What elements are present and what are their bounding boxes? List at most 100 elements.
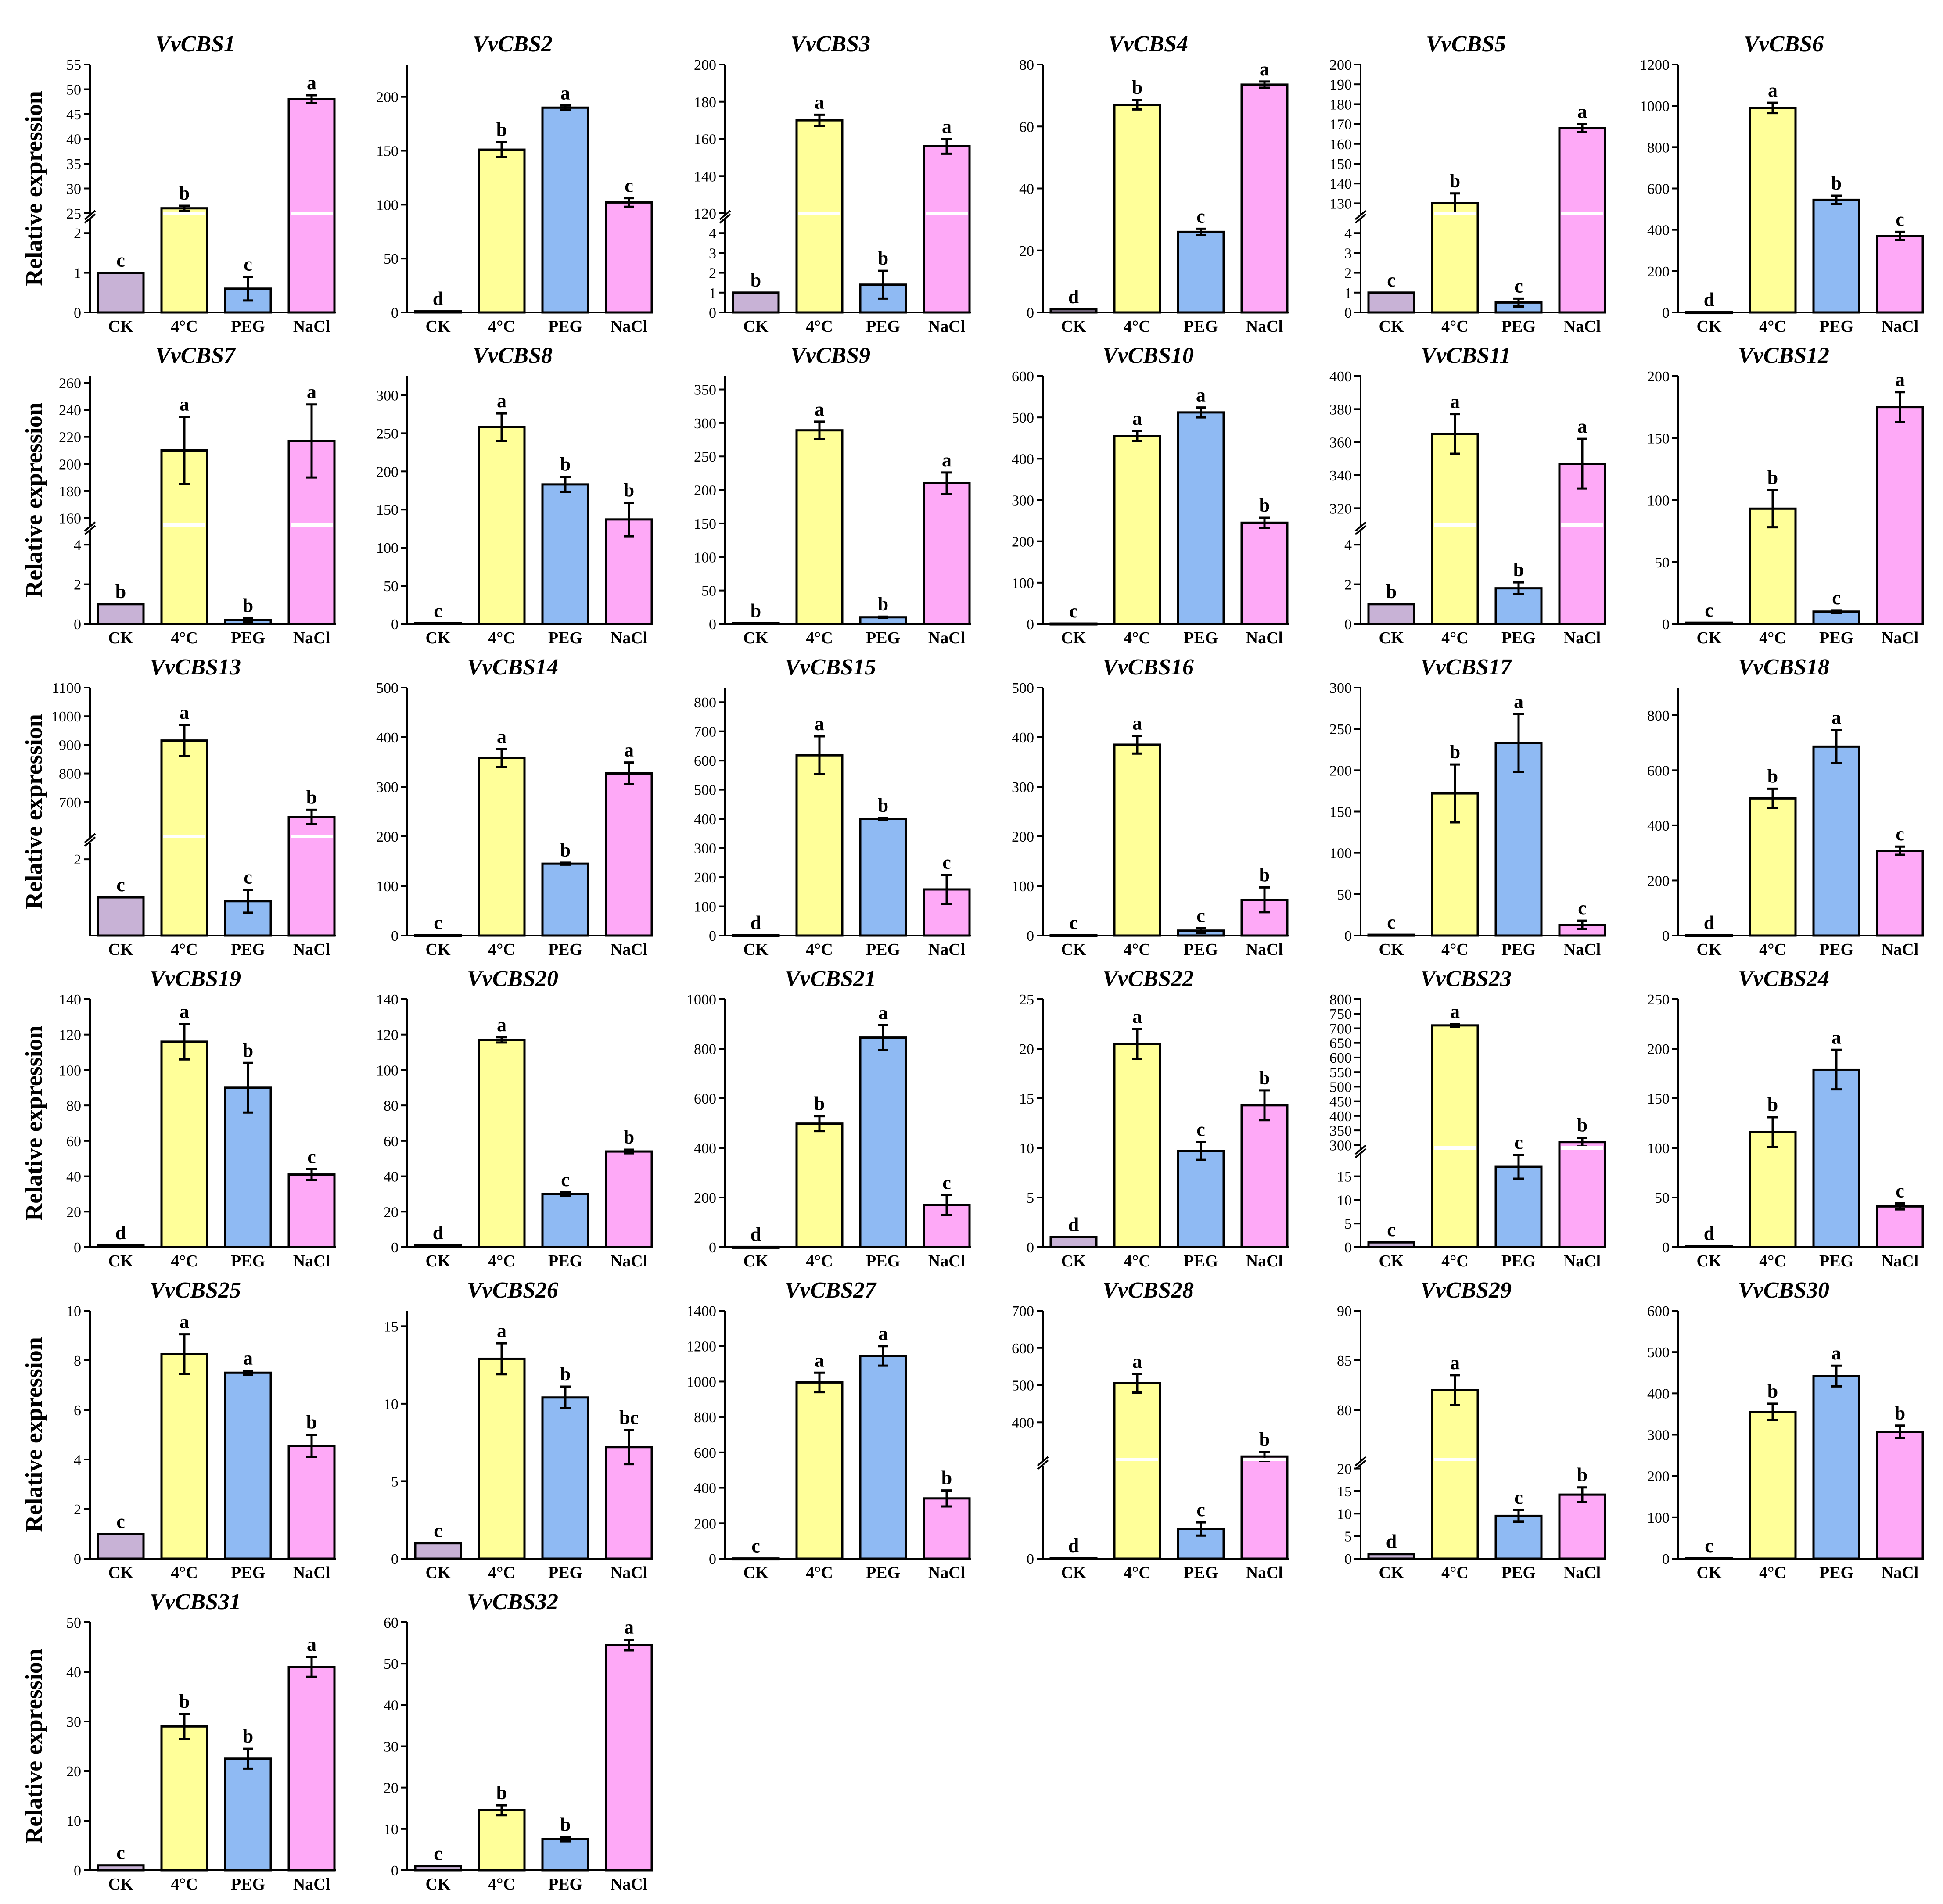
y-tick-label: 0: [1344, 305, 1352, 321]
chart-title: VvCBS1: [155, 32, 235, 57]
panel-vvcbs25: VvCBS25 Relative expression c CK a 4°C a PEG b Na…: [21, 1278, 336, 1582]
y-tick-label: 250: [694, 449, 716, 465]
significance-letter-peg: a: [878, 1002, 888, 1023]
y-tick-label: 160: [1329, 136, 1352, 153]
bar-4c: [1431, 1024, 1479, 1248]
significance-letter-peg: b: [560, 1363, 571, 1385]
y-tick-label: 700: [1329, 1021, 1352, 1037]
bar-nacl: [605, 1644, 653, 1872]
chart-title: VvCBS24: [1738, 966, 1829, 991]
bar-nacl: [923, 145, 971, 314]
significance-letter-peg: a: [1514, 691, 1523, 712]
significance-letter-4c: a: [180, 702, 189, 723]
y-tick-label: 800: [694, 1041, 716, 1058]
y-tick-label: 0: [1662, 1240, 1670, 1256]
bar-nacl: [287, 98, 336, 314]
axis-break-mark: [1354, 1144, 1367, 1158]
y-tick-label: 0: [391, 617, 399, 633]
significance-letter-ck: c: [434, 600, 442, 621]
significance-letter-ck: c: [1387, 1219, 1396, 1241]
y-tick-label: 250: [376, 426, 399, 442]
y-tick-label: 320: [1329, 501, 1352, 517]
chart-title: VvCBS28: [1103, 1278, 1194, 1303]
y-tick-label: 500: [694, 782, 716, 799]
category-label-4c: 4°C: [488, 317, 515, 336]
category-label-nacl: NaCl: [1564, 940, 1601, 959]
y-tick-label: 600: [1647, 181, 1670, 197]
category-label-ck: CK: [1061, 1563, 1086, 1582]
significance-letter-peg: c: [561, 1169, 570, 1190]
category-label-nacl: NaCl: [1882, 1252, 1918, 1270]
category-label-nacl: NaCl: [293, 629, 330, 647]
axis-break-mark: [1354, 210, 1367, 224]
category-label-nacl: NaCl: [1246, 1252, 1283, 1270]
y-tick-label: 80: [1337, 1402, 1352, 1419]
bar-nacl: [1876, 1431, 1924, 1560]
y-tick-label: 180: [59, 484, 81, 500]
panel-vvcbs21: VvCBS21 d CK b 4°C a PEG c NaCl 0 200 400 600 800 1000: [686, 966, 971, 1270]
y-tick-label: 400: [1329, 1108, 1352, 1125]
category-label-ck: CK: [1379, 1252, 1404, 1270]
bar-4c: [478, 1039, 526, 1248]
category-label-4c: 4°C: [488, 1563, 515, 1582]
significance-letter-4c: a: [1450, 391, 1460, 412]
significance-letter-peg: c: [1514, 1132, 1523, 1153]
y-tick-label: 100: [1012, 575, 1034, 592]
category-label-4c: 4°C: [488, 940, 515, 959]
category-label-4c: 4°C: [806, 1563, 833, 1582]
chart-title: VvCBS15: [785, 655, 876, 680]
y-axis-label: Relative expression: [21, 1649, 47, 1843]
chart-title: VvCBS31: [150, 1589, 241, 1614]
y-tick-label: 0: [1662, 1551, 1670, 1567]
significance-letter-peg: c: [1196, 205, 1205, 227]
y-axis-label: Relative expression: [21, 91, 47, 286]
category-label-4c: 4°C: [1759, 317, 1786, 336]
category-label-nacl: NaCl: [1564, 1563, 1601, 1582]
significance-letter-peg: b: [560, 1814, 571, 1836]
significance-letter-4c: b: [1767, 467, 1778, 488]
significance-letter-4c: a: [497, 726, 506, 747]
panel-vvcbs19: VvCBS19 Relative expression d CK a 4°C b PEG c Na…: [21, 966, 336, 1270]
y-tick-label: 500: [1329, 1079, 1352, 1095]
significance-letter-ck: d: [751, 912, 761, 933]
significance-letter-nacl: b: [1577, 1464, 1587, 1486]
significance-letter-ck: c: [116, 1842, 125, 1864]
category-label-peg: PEG: [1184, 1252, 1218, 1270]
y-tick-label: 0: [709, 1240, 716, 1256]
y-tick-label: 360: [1329, 435, 1352, 451]
y-tick-label: 150: [1647, 430, 1670, 447]
y-tick-label: 400: [1647, 222, 1670, 239]
significance-letter-peg: b: [243, 1040, 253, 1061]
significance-letter-peg: c: [244, 254, 252, 275]
category-label-ck: CK: [426, 1252, 451, 1270]
category-label-peg: PEG: [1501, 629, 1536, 647]
significance-letter-4c: b: [1767, 765, 1778, 787]
panel-vvcbs14: VvCBS14 c CK a 4°C b PEG a NaCl 0 100 200 300 400 500: [376, 655, 653, 959]
y-tick-label: 0: [709, 928, 716, 944]
y-tick-label: 300: [376, 387, 399, 404]
y-tick-label: 350: [694, 382, 716, 398]
category-label-peg: PEG: [548, 629, 582, 647]
category-label-ck: CK: [743, 629, 769, 647]
y-tick-label: 100: [376, 878, 399, 895]
y-tick-label: 2: [1344, 265, 1352, 282]
panel-vvcbs17: VvCBS17 c CK b 4°C a PEG c NaCl 0 50 100 150 200 250 30…: [1329, 655, 1606, 959]
y-tick-label: 60: [384, 1615, 399, 1631]
y-tick-label: 100: [59, 1062, 81, 1079]
significance-letter-nacl: a: [1260, 58, 1269, 80]
significance-letter-4c: a: [1132, 1006, 1142, 1027]
significance-letter-4c: b: [1450, 170, 1460, 192]
y-tick-label: 250: [1329, 721, 1352, 738]
y-tick-label: 900: [59, 737, 81, 753]
y-tick-label: 25: [1019, 992, 1034, 1008]
significance-letter-peg: c: [1832, 587, 1841, 609]
bar-nacl: [1876, 1205, 1924, 1248]
significance-letter-nacl: a: [942, 449, 952, 471]
bar-peg: [541, 862, 589, 937]
category-label-nacl: NaCl: [1564, 629, 1601, 647]
y-tick-label: 600: [1329, 1050, 1352, 1066]
y-tick-label: 650: [1329, 1036, 1352, 1052]
y-tick-label: 100: [1329, 846, 1352, 862]
category-label-ck: CK: [1061, 1252, 1086, 1270]
panel-vvcbs15: VvCBS15 d CK a 4°C b PEG c NaCl 0 100 200 300 400 500 6…: [694, 655, 971, 959]
